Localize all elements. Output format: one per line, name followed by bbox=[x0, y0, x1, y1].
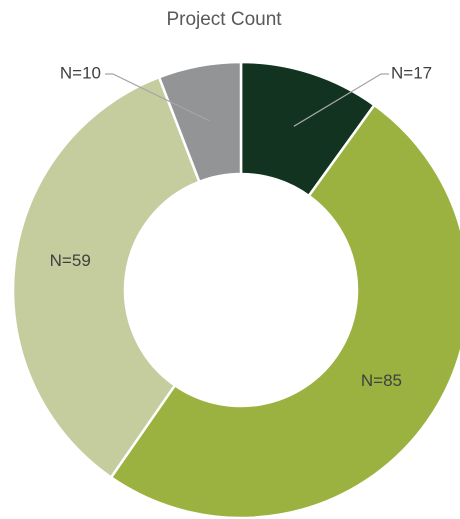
data-label: N=59 bbox=[50, 251, 91, 270]
data-label: N=10 bbox=[60, 63, 101, 82]
leader-line bbox=[293, 73, 389, 127]
leader-line bbox=[105, 73, 210, 122]
donut-slice bbox=[109, 103, 460, 519]
data-label: N=85 bbox=[361, 371, 402, 390]
donut-slice bbox=[11, 75, 201, 480]
donut-slice bbox=[157, 60, 243, 184]
data-label: N=17 bbox=[391, 63, 432, 82]
chart-title: Project Count bbox=[166, 9, 282, 30]
